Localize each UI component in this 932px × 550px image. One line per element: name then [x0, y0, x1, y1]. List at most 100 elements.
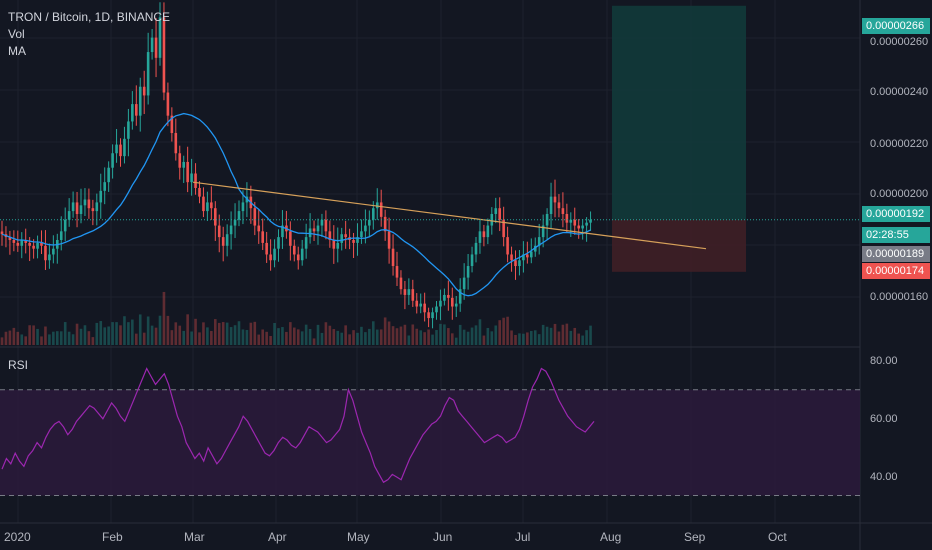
volume-bar: [123, 316, 126, 345]
volume-bar: [131, 319, 134, 345]
candle-body: [352, 240, 355, 243]
volume-bar: [146, 316, 150, 345]
candle-body: [198, 187, 201, 197]
volume-bar: [119, 325, 122, 345]
volume-bar: [368, 328, 371, 345]
ma-legend[interactable]: MA: [8, 44, 26, 58]
volume-bar: [257, 334, 261, 345]
trendline[interactable]: [192, 181, 707, 250]
candle-body: [16, 242, 20, 246]
volume-bar: [71, 334, 75, 345]
candle-body: [522, 254, 525, 261]
volume-bar: [577, 333, 580, 345]
candle-body: [466, 266, 470, 278]
volume-bar: [67, 331, 71, 345]
candle-body: [324, 219, 328, 232]
take-profit-zone[interactable]: [612, 5, 746, 220]
candle-body: [308, 228, 312, 238]
volume-bar: [166, 315, 170, 345]
volume-bar: [217, 322, 221, 345]
volume-bar: [135, 333, 138, 345]
volume-bar: [431, 334, 434, 345]
candle-body: [36, 242, 39, 249]
volume-bar: [127, 322, 130, 345]
candle-body: [368, 219, 371, 226]
volume-bar: [221, 322, 225, 345]
volume-bar: [470, 327, 474, 345]
candle-body: [0, 231, 4, 235]
candle-body: [217, 225, 221, 238]
candle-body: [316, 225, 320, 232]
volume-bar: [115, 322, 118, 345]
volume-bar: [407, 335, 411, 345]
volume-bar: [514, 334, 517, 345]
candle-body: [24, 240, 27, 243]
candle-body: [67, 211, 71, 220]
candlesticks: [0, 2, 592, 329]
volume-bar: [375, 329, 379, 345]
stop-loss-zone[interactable]: [612, 219, 746, 272]
volume-bar: [411, 324, 415, 345]
candle-body: [135, 104, 138, 116]
volume-bar: [273, 323, 276, 345]
candle-body: [478, 231, 482, 243]
volume-bar: [399, 326, 403, 345]
volume-bar: [28, 325, 31, 345]
volume-bar: [506, 316, 509, 345]
candle-body: [537, 237, 541, 246]
candle-body: [115, 144, 118, 154]
volume-bar: [265, 331, 268, 345]
candle-body: [423, 303, 426, 313]
candle-body: [490, 213, 494, 226]
candle-body: [403, 289, 407, 295]
rsi-legend[interactable]: RSI: [8, 358, 29, 372]
volume-bar: [458, 324, 462, 345]
rsi-line: [1, 367, 595, 484]
candle-body: [83, 199, 87, 206]
volume-bar: [573, 327, 577, 345]
price-tick: 0.00000200: [870, 188, 929, 200]
candle-body: [206, 202, 209, 212]
last-price-badge: 0.00000192: [862, 206, 930, 222]
volume-bar: [12, 327, 16, 345]
volume-bar: [498, 320, 501, 345]
volume-bar: [557, 331, 561, 345]
candle-body: [162, 17, 166, 93]
volume-bar: [289, 322, 292, 345]
volume-bar: [324, 322, 328, 345]
candle-body: [170, 115, 174, 134]
candle-body: [526, 254, 529, 258]
volume-bar: [56, 331, 59, 345]
candle-body: [379, 202, 383, 217]
price-tick: 0.00000240: [870, 86, 929, 98]
candle-body: [253, 208, 257, 226]
candle-body: [407, 289, 411, 295]
volume-bar: [281, 327, 284, 345]
volume-bar: [202, 322, 205, 345]
volume-bar: [198, 332, 201, 345]
volume-bar: [569, 330, 573, 345]
volume-legend[interactable]: Vol: [8, 27, 25, 41]
volume-bar: [316, 324, 320, 345]
candle-body: [561, 208, 565, 214]
volume-bar: [443, 324, 446, 345]
volume-bar: [372, 321, 375, 345]
volume-bar: [150, 325, 154, 345]
candle-body: [233, 219, 237, 226]
candle-body: [419, 303, 422, 307]
candle-body: [399, 277, 403, 290]
volume-bar: [162, 291, 166, 345]
candle-body: [174, 133, 178, 154]
volume-bar: [52, 331, 55, 345]
volume-bar: [83, 325, 87, 345]
volume-bar: [451, 333, 454, 345]
candle-body: [52, 248, 55, 255]
volume-bar: [403, 324, 407, 345]
candle-body: [387, 231, 391, 249]
volume-bar: [348, 334, 351, 345]
candle-body: [257, 225, 261, 232]
candle-body: [360, 231, 363, 238]
volume-bar: [107, 326, 110, 345]
volume-bar: [63, 322, 67, 345]
